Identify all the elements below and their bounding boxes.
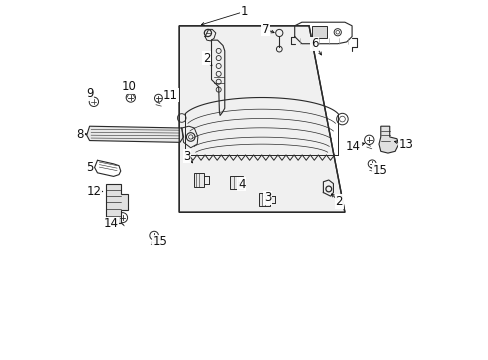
Text: 2: 2	[203, 51, 210, 64]
Text: 8: 8	[77, 127, 84, 141]
Text: 7: 7	[261, 23, 268, 36]
Text: 2: 2	[335, 195, 342, 208]
Text: 11: 11	[163, 89, 178, 102]
Text: 4: 4	[237, 178, 245, 191]
Text: 15: 15	[372, 164, 386, 177]
Polygon shape	[378, 126, 398, 153]
Polygon shape	[193, 173, 204, 187]
Text: 6: 6	[310, 37, 318, 50]
Text: 5: 5	[86, 161, 93, 174]
Text: 14: 14	[346, 140, 360, 153]
Polygon shape	[258, 193, 270, 206]
Text: 15: 15	[152, 235, 167, 248]
Polygon shape	[86, 126, 183, 142]
Polygon shape	[230, 176, 242, 189]
Text: 3: 3	[263, 192, 270, 204]
Text: 1: 1	[240, 5, 248, 18]
Text: 3: 3	[183, 150, 190, 163]
Polygon shape	[179, 26, 344, 212]
Polygon shape	[311, 26, 326, 39]
Text: 13: 13	[398, 138, 412, 150]
Text: 10: 10	[122, 80, 136, 93]
Text: 14: 14	[103, 217, 119, 230]
Text: 9: 9	[86, 87, 93, 100]
Text: 12: 12	[86, 185, 101, 198]
Polygon shape	[106, 184, 128, 223]
